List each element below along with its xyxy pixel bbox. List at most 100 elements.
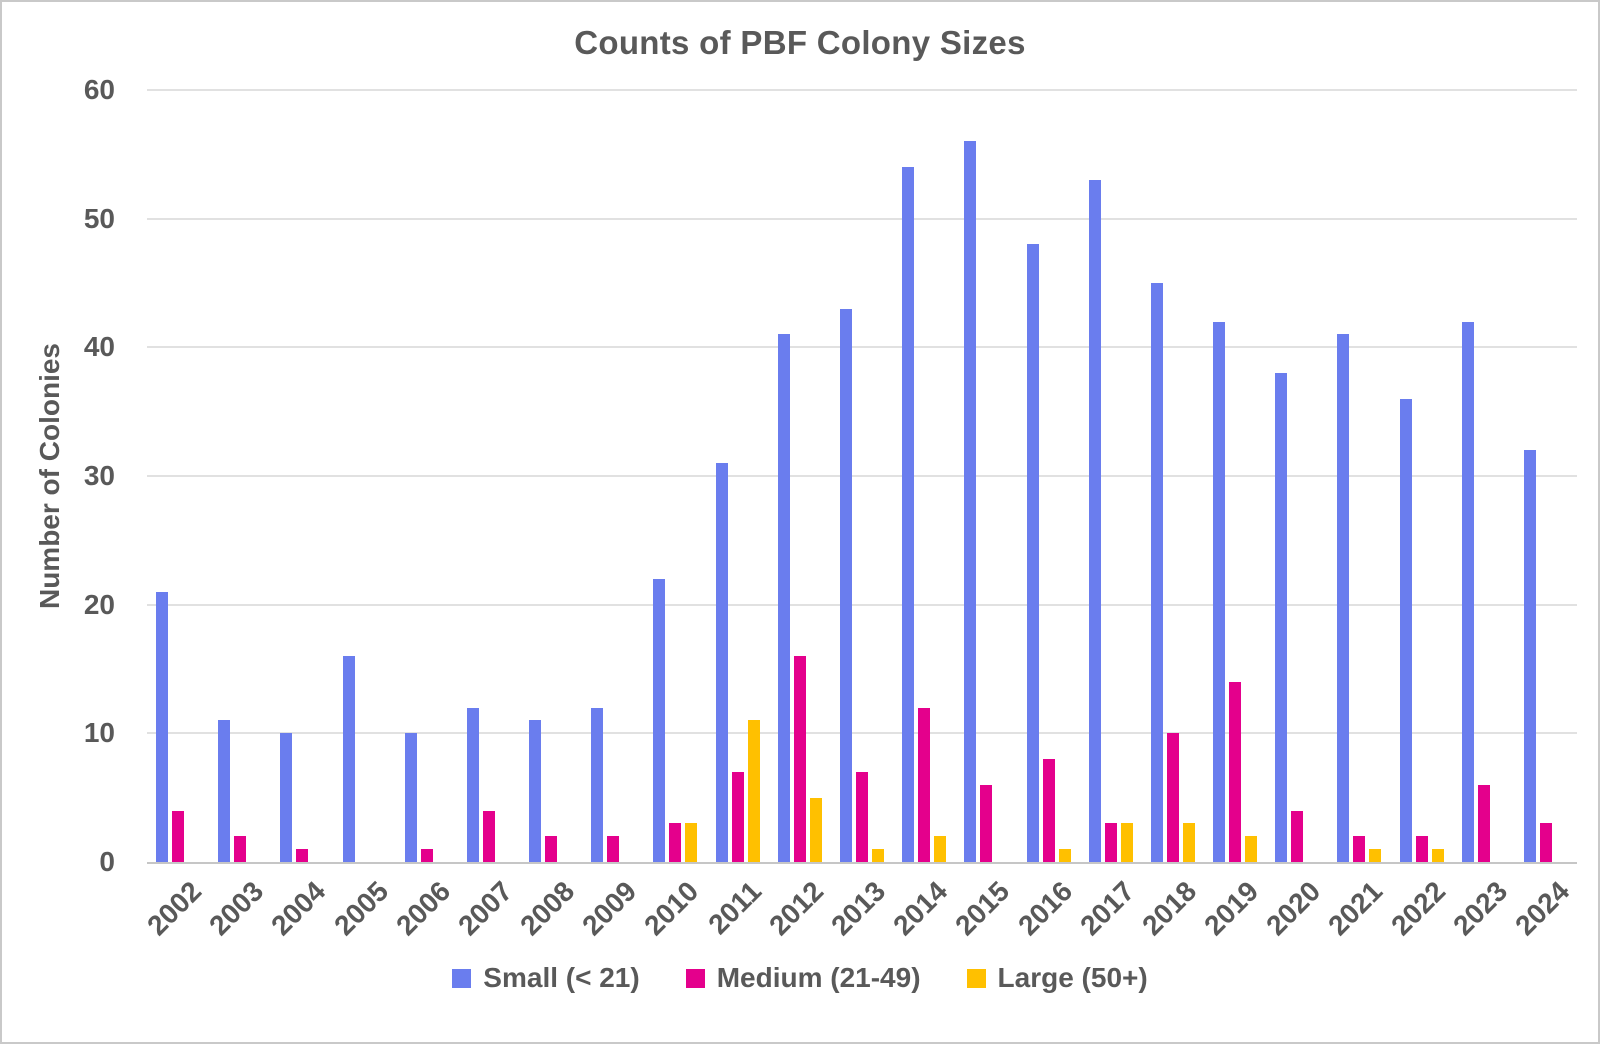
bar-2012-medium [793,656,806,862]
bar-2002-small [156,591,169,862]
y-tick-label: 50 [83,202,115,234]
bar-group-2024 [1523,450,1568,862]
bar-2020-medium [1291,810,1304,862]
bar-group-2021 [1337,334,1382,862]
bar-group-2008 [529,720,573,862]
y-tick-label: 0 [99,846,115,877]
bar-2022-large [1431,849,1444,862]
bar-2011-large [747,720,760,862]
y-tick-label: 20 [83,588,115,620]
plot-area [147,89,1577,864]
bar-2023-small [1461,321,1474,862]
legend-label: Small (< 21) [483,962,640,993]
gridline-y-40 [147,346,1577,349]
bar-group-2007 [466,707,511,862]
bar-2021-large [1369,849,1382,862]
legend-label: Medium (21-49) [716,962,921,993]
bar-2013-medium [856,771,868,862]
bar-2014-small [902,167,915,862]
bar-2017-large [1120,823,1133,862]
gridline-y-60 [147,89,1577,91]
bar-group-2019 [1213,321,1258,862]
bar-group-2020 [1275,373,1319,862]
bar-2008-medium [545,836,558,862]
bar-2016-large [1058,849,1071,862]
bar-2009-medium [607,836,620,862]
gridline-y-10 [147,732,1577,735]
bar-2005-small [342,656,355,862]
legend-swatch-icon [966,968,986,988]
bar-2010-medium [669,823,682,862]
bar-2021-medium [1353,836,1366,862]
bar-2003-medium [234,836,247,862]
bar-group-2023 [1461,321,1506,862]
bar-2018-small [1150,283,1163,862]
bar-2022-medium [1415,836,1428,862]
bar-2006-small [404,733,417,862]
legend-swatch-icon [452,968,472,988]
bar-group-2015 [964,141,1008,862]
bar-2007-medium [482,810,495,862]
legend-label: Large (50+) [997,962,1148,993]
bar-group-2016 [1026,244,1071,862]
bar-2014-medium [918,707,931,862]
bar-2015-medium [980,784,993,862]
bar-group-2014 [902,167,947,862]
bar-group-2004 [280,733,324,862]
bar-2022-small [1399,398,1412,862]
bar-2008-small [529,720,542,862]
bar-2024-medium [1539,823,1552,862]
bar-2004-small [280,733,293,862]
bar-group-2018 [1150,283,1195,862]
bar-2003-small [218,720,231,862]
bar-2002-medium [172,810,185,862]
bar-2023-medium [1477,784,1490,862]
y-tick-label: 40 [83,331,115,363]
bar-2010-small [653,578,666,862]
bar-2019-large [1245,836,1258,862]
y-tick-label: 60 [83,74,115,105]
chart-title: Counts of PBF Colony Sizes [574,24,1026,61]
gridline-y-20 [147,603,1577,606]
bar-group-2013 [840,308,884,862]
bar-group-2012 [777,334,822,862]
legend-item-medium: Medium (21-49) [685,962,921,994]
bar-2014-large [934,836,947,862]
bar-group-2006 [404,733,449,862]
bar-group-2010 [653,578,698,862]
gridline-y-50 [147,217,1577,220]
bar-2024-small [1523,450,1536,862]
bar-group-2022 [1399,398,1444,862]
bar-2006-medium [420,849,433,862]
bar-2015-small [964,141,977,862]
bar-2017-medium [1104,823,1117,862]
legend: Small (< 21) Medium (21-49) Large (50+) [2,962,1598,994]
legend-item-small: Small (< 21) [452,962,640,994]
bar-group-2011 [715,463,760,862]
bar-2010-large [685,823,698,862]
gridline-y-30 [147,475,1577,477]
bar-2019-small [1213,321,1226,862]
y-tick-label: 10 [83,717,115,749]
bar-2012-small [777,334,790,862]
bar-2016-medium [1042,759,1055,862]
bar-2017-small [1088,180,1101,862]
bar-2013-small [840,308,852,862]
bar-2011-medium [731,771,744,862]
bar-group-2005 [342,656,387,862]
bar-2018-medium [1166,733,1179,862]
bar-2007-small [466,707,479,862]
bar-2018-large [1182,823,1195,862]
legend-item-large: Large (50+) [966,962,1148,994]
bar-2021-small [1337,334,1350,862]
bar-2019-medium [1229,681,1242,862]
bar-2020-small [1275,373,1288,862]
bar-group-2017 [1088,180,1133,862]
bar-2004-medium [296,849,309,862]
bar-group-2002 [156,591,200,862]
y-tick-label: 30 [83,460,115,491]
legend-swatch-icon [685,968,705,988]
bar-group-2003 [218,720,262,862]
bar-group-2009 [591,707,635,862]
